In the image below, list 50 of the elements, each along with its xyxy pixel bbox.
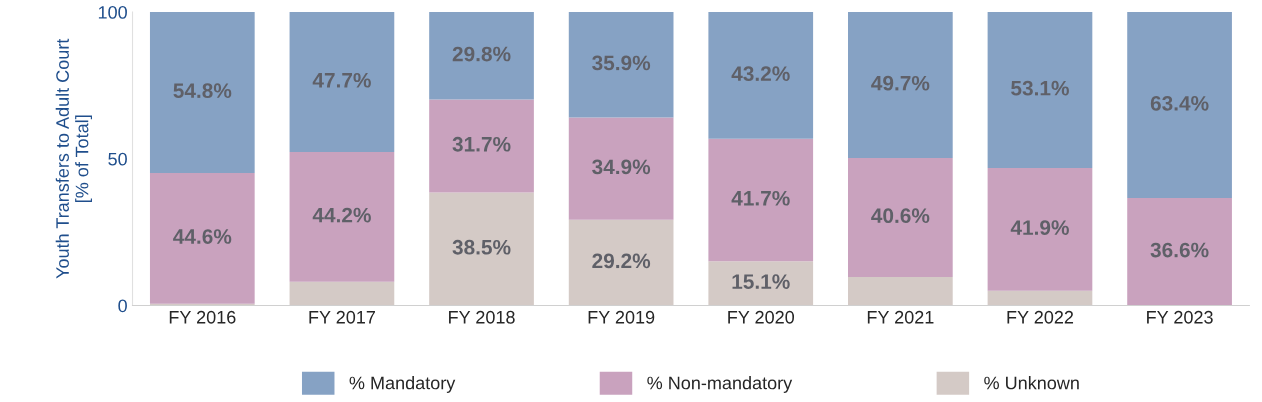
bar: [429, 12, 534, 100]
y-tick-label: 50: [108, 152, 127, 166]
data-label: 53.1%: [1011, 80, 1069, 96]
data-label: 54.8%: [173, 83, 232, 99]
data-label: 29.2%: [592, 253, 651, 269]
data-label: 44.2%: [312, 207, 371, 223]
x-tick-label: FY 2019: [588, 310, 655, 324]
y-tick-label: 0: [118, 299, 127, 313]
data-label: 43.2%: [731, 66, 790, 82]
bar: [708, 138, 814, 262]
bar: [987, 167, 1093, 291]
data-label: 34.9%: [592, 159, 651, 175]
bar: [848, 12, 953, 158]
bar: [289, 12, 395, 153]
data-label: 44.6%: [173, 229, 232, 244]
x-tick-label: FY 2023: [1147, 310, 1213, 324]
bar: [708, 12, 814, 139]
bar: [1127, 12, 1232, 199]
bar: [1127, 198, 1232, 306]
legend-label: % Non-mandatory: [647, 376, 793, 393]
x-tick-label: FY 2022: [1007, 310, 1074, 324]
data-label: 15.1%: [732, 274, 790, 289]
bar: [568, 12, 674, 118]
data-label: 29.8%: [452, 46, 511, 62]
y-tick-label: 100: [98, 5, 127, 19]
data-label: 47.7%: [312, 72, 371, 88]
data-label: 41.7%: [731, 190, 790, 206]
bar: [429, 99, 534, 193]
bar: [289, 152, 395, 282]
data-label: 41.9%: [1010, 220, 1069, 235]
data-label: 38.5%: [452, 239, 511, 255]
data-label: 36.6%: [1150, 242, 1209, 258]
data-label: 49.7%: [871, 75, 930, 91]
x-tick-label: FY 2017: [309, 310, 375, 324]
data-label: 35.9%: [592, 55, 651, 71]
x-tick-label: FY 2020: [728, 310, 795, 324]
bar: [987, 12, 1093, 168]
x-tick-label: FY 2018: [449, 310, 515, 324]
data-label: 31.7%: [452, 136, 511, 152]
y-axis-title: Youth Transfers to Adult Court [% of Total]: [55, 38, 92, 279]
x-tick-label: FY 2021: [867, 310, 934, 324]
data-label: 40.6%: [871, 208, 930, 224]
legend-label: % Mandatory: [349, 376, 456, 393]
bar: [149, 172, 255, 304]
x-tick-label: FY 2016: [169, 310, 236, 324]
legend-label: % Unknown: [984, 376, 1079, 390]
bar: [848, 157, 953, 278]
bar: [568, 117, 674, 220]
bar: [149, 12, 255, 173]
data-label: 63.4%: [1150, 95, 1209, 111]
